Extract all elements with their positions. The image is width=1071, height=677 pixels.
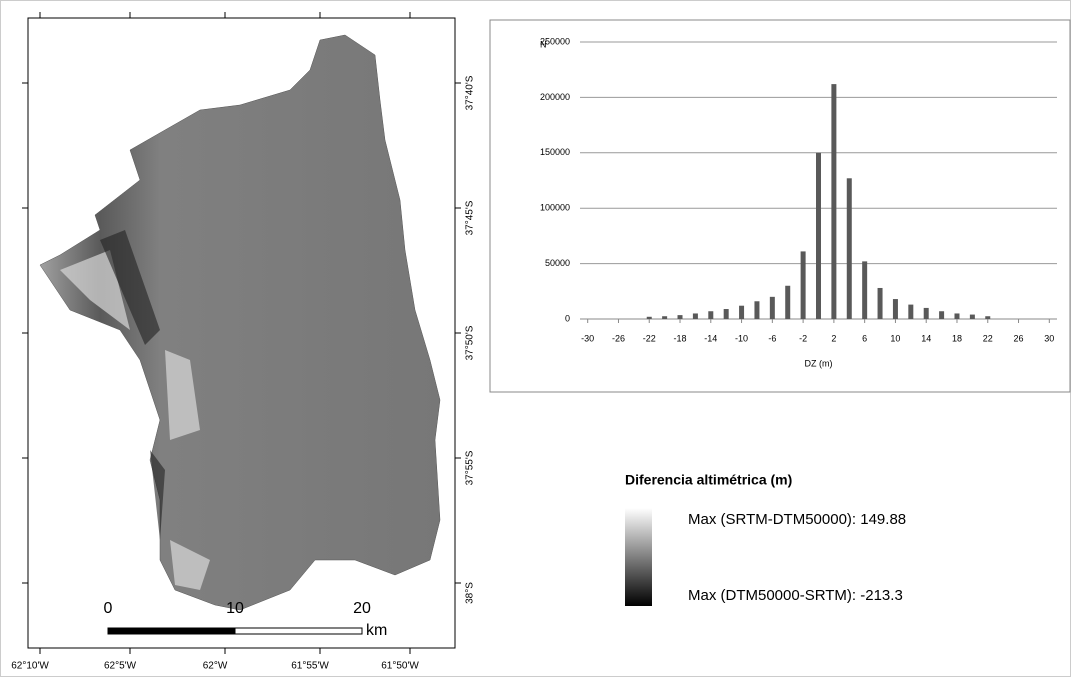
scale-bar-black	[107, 627, 236, 635]
bar	[692, 313, 698, 319]
chart-frame	[489, 19, 1071, 393]
y-tick-label: 250000	[540, 36, 570, 46]
bar	[985, 316, 991, 319]
scale-label: 0	[104, 600, 113, 617]
bar	[785, 285, 791, 319]
y-tick-label: 50000	[545, 258, 570, 268]
x-tick-label: 22	[983, 333, 993, 343]
bar	[862, 261, 868, 319]
terrain-shadow	[100, 230, 165, 540]
bar	[877, 287, 883, 319]
x-tick-label: -18	[674, 333, 687, 343]
map-y-label: 37°40'S	[465, 75, 476, 110]
map-y-label: 37°50'S	[465, 325, 476, 360]
y-tick-label: 0	[565, 313, 570, 323]
x-tick-label: 2	[831, 333, 836, 343]
scale-bar-white	[234, 627, 363, 635]
x-tick-label: 18	[952, 333, 962, 343]
bar	[939, 311, 945, 319]
x-tick-label: -26	[612, 333, 625, 343]
x-tick-label: 30	[1044, 333, 1054, 343]
bar	[908, 304, 914, 319]
scale-label: 20	[353, 600, 371, 617]
x-tick-label: -6	[768, 333, 776, 343]
x-tick-label: 6	[862, 333, 867, 343]
map-x-label: 61°55'W	[291, 661, 329, 672]
bar	[954, 313, 960, 319]
bar	[923, 307, 929, 319]
map-x-label: 61°50'W	[381, 661, 419, 672]
x-tick-label: -10	[735, 333, 748, 343]
map-x-label: 62°5'W	[104, 661, 137, 672]
bar	[754, 301, 760, 319]
y-tick-label: 100000	[540, 203, 570, 213]
x-tick-label: -2	[799, 333, 807, 343]
bar	[646, 316, 652, 319]
terrain-highlight	[60, 250, 210, 590]
bar	[816, 152, 821, 319]
bar	[769, 296, 775, 319]
bar	[846, 178, 852, 319]
bar	[677, 315, 683, 319]
map-x-label: 62°10'W	[11, 661, 49, 672]
x-axis-label: DZ (m)	[805, 358, 833, 368]
x-tick-label: 26	[1014, 333, 1024, 343]
map-x-label: 62°W	[203, 661, 228, 672]
y-tick-label: 200000	[540, 92, 570, 102]
x-tick-label: -14	[704, 333, 717, 343]
bar	[969, 314, 975, 319]
x-tick-label: 14	[921, 333, 931, 343]
y-axis-label: N	[540, 39, 547, 49]
legend-ramp	[625, 508, 652, 606]
bar	[739, 305, 745, 319]
legend-min: Max (DTM50000-SRTM): -213.3	[688, 587, 903, 604]
map-y-label: 38°S	[465, 582, 476, 604]
legend-title: Diferencia altimétrica (m)	[625, 472, 792, 488]
bar	[723, 309, 729, 319]
scale-unit: km	[366, 622, 387, 639]
bar	[708, 311, 714, 319]
bar	[831, 84, 837, 319]
bar	[800, 251, 806, 319]
legend-max: Max (SRTM-DTM50000): 149.88	[688, 511, 906, 528]
x-tick-label: 10	[890, 333, 900, 343]
terrain	[39, 34, 441, 611]
bar	[662, 316, 668, 319]
map-y-label: 37°45'S	[465, 200, 476, 235]
map-y-label: 37°55'S	[465, 450, 476, 485]
x-tick-label: -22	[643, 333, 656, 343]
y-tick-label: 150000	[540, 147, 570, 157]
bar	[892, 299, 898, 319]
x-tick-label: -30	[581, 333, 594, 343]
scale-label: 10	[226, 600, 244, 617]
